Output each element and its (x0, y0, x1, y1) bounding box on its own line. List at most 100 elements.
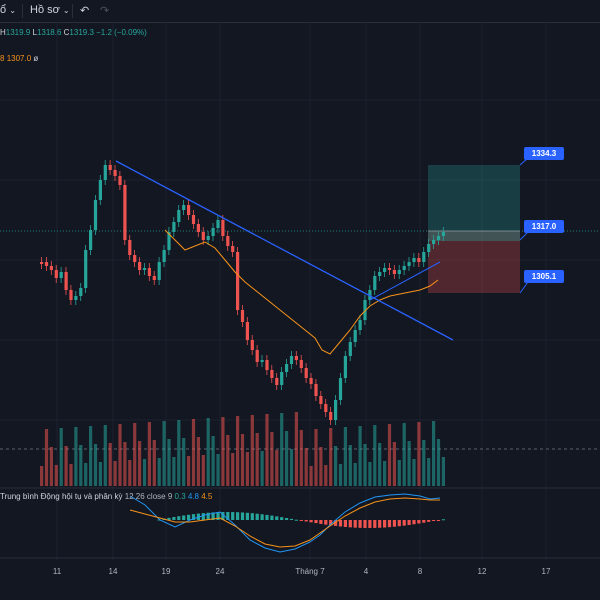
macd-histogram-bar (314, 520, 318, 524)
candle-body (40, 262, 44, 264)
macd-histogram-bar (383, 520, 387, 528)
macd-histogram-bar (260, 514, 264, 520)
macd-histogram-bar (319, 520, 323, 524)
support-line[interactable] (369, 261, 441, 301)
moving-average-line[interactable] (164, 229, 439, 355)
stop-loss-zone[interactable] (428, 231, 520, 293)
volume-bar (427, 458, 431, 486)
candle-body (265, 360, 269, 370)
volume-bar (64, 446, 68, 486)
candle-body (172, 222, 176, 232)
volume-bar (74, 427, 78, 486)
macd-histogram-bar (299, 520, 303, 521)
volume-bar (128, 460, 132, 486)
volume-bar (373, 425, 377, 486)
macd-histogram-bar (436, 520, 441, 521)
volume-bar (211, 436, 215, 486)
candle-body (201, 232, 205, 240)
candle-body (363, 300, 367, 320)
redo-icon[interactable]: ↷ (100, 5, 110, 17)
tag-connector (519, 231, 529, 241)
volume-bar (177, 420, 181, 486)
candle-body (133, 255, 137, 262)
macd-histogram-bar (348, 520, 352, 528)
undo-icon[interactable]: ↶ (80, 5, 90, 17)
candle-body (324, 404, 328, 412)
ma-legend: 8 1307.0 ø (0, 54, 39, 63)
macd-histogram-bar (441, 519, 445, 521)
x-axis-tick-label: 19 (161, 567, 171, 576)
volume-bar (108, 443, 112, 486)
volume-bar (285, 431, 289, 486)
volume-bar (118, 424, 122, 486)
candle-body (285, 364, 289, 372)
volume-bar (221, 417, 225, 486)
volume-bar (40, 466, 44, 486)
macd-histogram (157, 512, 445, 528)
entry-price-tag[interactable]: 1317.0 (524, 220, 564, 233)
volume-bar (226, 435, 230, 486)
candle-body (128, 240, 132, 255)
candle-body (294, 356, 298, 360)
volume-bar (329, 428, 333, 486)
volume-bar (304, 448, 308, 486)
volume-bar (402, 423, 406, 486)
candle-body (152, 276, 156, 280)
template-dropdown[interactable]: Hồ sơ ⌄ (30, 4, 70, 16)
volume-bar (44, 429, 49, 486)
tag-connector (519, 281, 529, 294)
x-axis-tick-label: 17 (541, 567, 551, 576)
x-axis-tick-label: 4 (363, 567, 369, 576)
macd-histogram-bar (422, 520, 426, 523)
macd-histogram-bar (432, 520, 436, 522)
candle-body (255, 350, 259, 362)
chevron-down-icon: ⌄ (9, 6, 16, 15)
candle-body (368, 290, 372, 300)
candle-body (89, 230, 93, 250)
candle-body (289, 356, 294, 364)
macd-histogram-bar (172, 516, 176, 520)
candle-body (383, 268, 387, 272)
take-profit-price-tag[interactable]: 1334.3 (524, 147, 564, 160)
candle-body (412, 258, 416, 262)
volume-bar (206, 418, 210, 486)
macd-histogram-bar (378, 520, 382, 528)
volume-bar (422, 440, 426, 486)
symbol-dropdown[interactable]: ổ ⌄ (0, 4, 16, 16)
macd-legend: Trung bình Động hội tụ và phân kỳ 12 26 … (0, 492, 213, 501)
trend-line[interactable] (115, 160, 454, 341)
macd-histogram-bar (177, 516, 181, 520)
volume-bar (69, 464, 73, 486)
volume-bar (260, 451, 264, 486)
volume-bar (397, 460, 401, 486)
volume-bar (196, 437, 200, 486)
x-axis-tick-label: 14 (108, 567, 118, 576)
macd-histogram-bar (211, 512, 215, 520)
candle-body (334, 400, 338, 420)
macd-histogram-bar (216, 512, 220, 520)
macd-histogram-bar (373, 520, 377, 528)
candle-body (69, 290, 73, 300)
candle-body (118, 176, 122, 185)
macd-histogram-bar (280, 517, 284, 520)
macd-histogram-bar (250, 513, 254, 520)
macd-histogram-bar (343, 520, 347, 527)
volume-bar (98, 462, 102, 486)
candle-body (245, 322, 249, 340)
macd-histogram-bar (309, 520, 313, 523)
volume-bar (84, 463, 88, 486)
x-axis-tick-label: 11 (52, 567, 62, 576)
candle-body (54, 270, 58, 278)
candle-body (422, 252, 426, 262)
macd-histogram-bar (363, 520, 367, 528)
volume-bar (275, 450, 279, 486)
take-profit-zone[interactable] (428, 165, 520, 231)
candle-body (206, 236, 210, 240)
macd-histogram-bar (167, 517, 171, 520)
stop-loss-price-tag[interactable]: 1305.1 (524, 270, 564, 283)
candle-body (392, 270, 396, 274)
candle-body (314, 384, 318, 396)
candle-body (387, 268, 392, 270)
candle-body (108, 165, 112, 170)
